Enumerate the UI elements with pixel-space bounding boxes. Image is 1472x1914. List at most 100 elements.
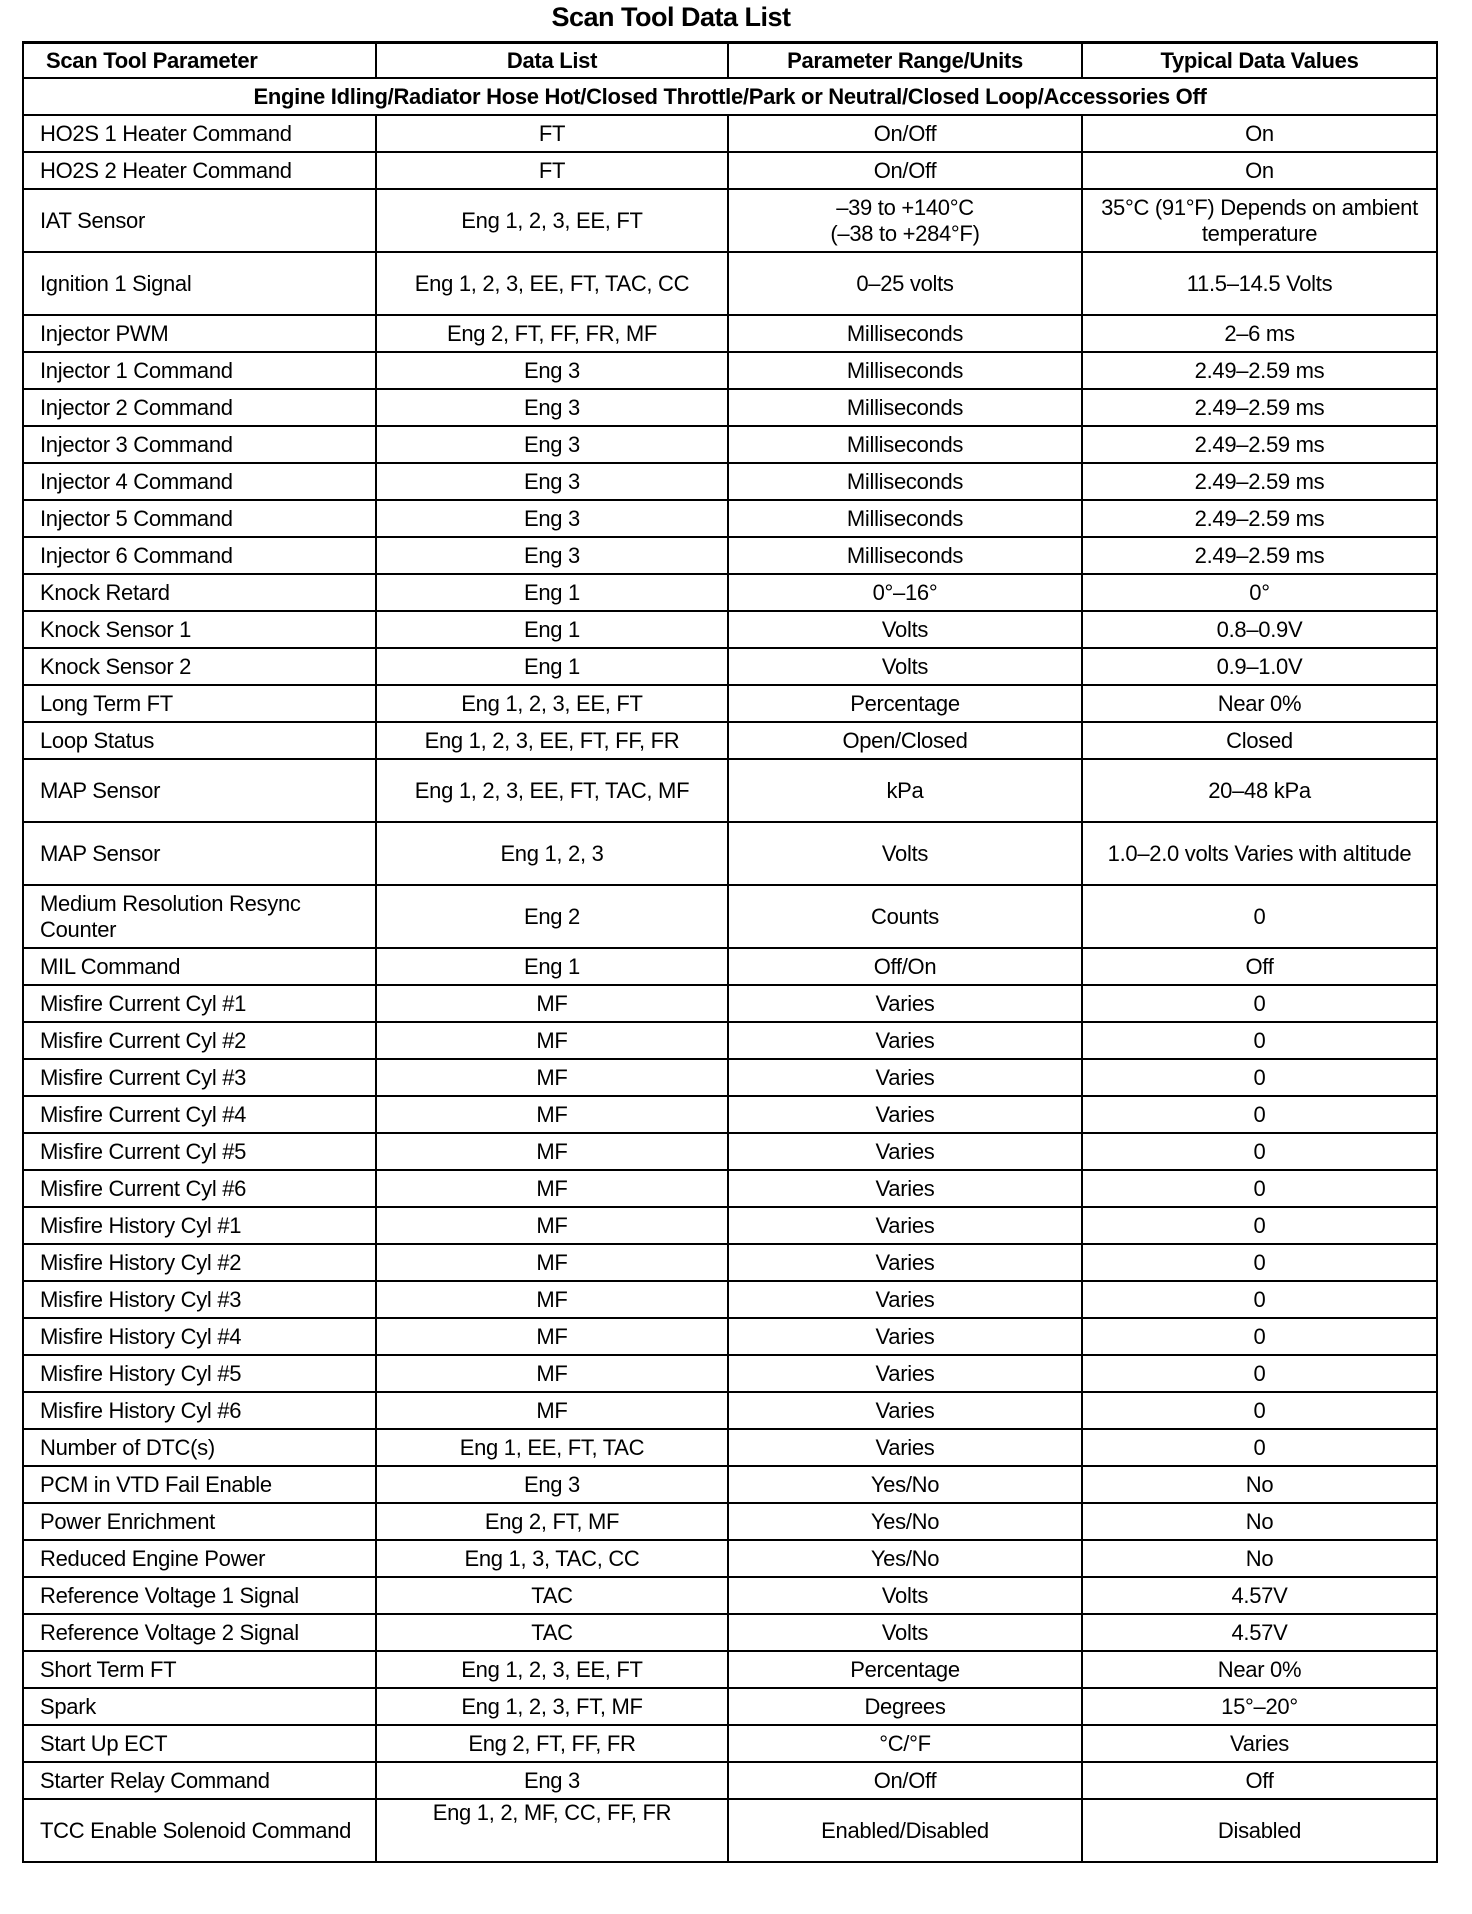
cell-parameter: MIL Command	[22, 947, 377, 986]
cell-range-units: Varies	[727, 1021, 1083, 1060]
cell-data-list: MF	[375, 1058, 729, 1097]
cell-data-list: Eng 1	[375, 647, 729, 686]
cell-data-list: Eng 2, FT, MF	[375, 1502, 729, 1541]
table-row: Injector 1 Command Eng 3 Milliseconds 2.49–…	[22, 351, 1438, 390]
cell-range-units: Percentage	[727, 1650, 1083, 1689]
cell-data-list: Eng 3	[375, 499, 729, 538]
cell-data-list: Eng 1, EE, FT, TAC	[375, 1428, 729, 1467]
cell-range-units: Volts	[727, 610, 1083, 649]
cell-data-list: Eng 3	[375, 425, 729, 464]
cell-parameter: Injector PWM	[22, 314, 377, 353]
cell-parameter: Misfire Current Cyl #3	[22, 1058, 377, 1097]
cell-typical-value: 0.9–1.0V	[1081, 647, 1438, 686]
cell-range-units: 0°–16°	[727, 573, 1083, 612]
section-row: Engine Idling/Radiator Hose Hot/Closed T…	[22, 77, 1438, 116]
cell-data-list: MF	[375, 1095, 729, 1134]
cell-typical-value: 0	[1081, 984, 1438, 1023]
cell-typical-value: 0	[1081, 884, 1438, 949]
table-row: Injector PWM Eng 2, FT, FF, FR, MF Millise…	[22, 314, 1438, 353]
cell-range-units: Volts	[727, 1613, 1083, 1652]
table-row: Misfire Current Cyl #4 MF Varies 0	[22, 1095, 1438, 1134]
cell-typical-value: 0	[1081, 1021, 1438, 1060]
cell-typical-value: Disabled	[1081, 1798, 1438, 1863]
table-row: Injector 3 Command Eng 3 Milliseconds 2.49–…	[22, 425, 1438, 464]
table-row: Reference Voltage 1 Signal TAC Volts 4.57V	[22, 1576, 1438, 1615]
table-row: MIL Command Eng 1 Off/On Off	[22, 947, 1438, 986]
header-data-list: Data List	[375, 41, 729, 79]
cell-parameter: Start Up ECT	[22, 1724, 377, 1763]
cell-data-list: MF	[375, 1169, 729, 1208]
cell-range-units: On/Off	[727, 151, 1083, 190]
header-parameter: Scan Tool Parameter	[22, 41, 377, 79]
cell-range-units: Varies	[727, 1095, 1083, 1134]
table-row: Misfire Current Cyl #3 MF Varies 0	[22, 1058, 1438, 1097]
header-range-units: Parameter Range/Units	[727, 41, 1083, 79]
cell-typical-value: 2.49–2.59 ms	[1081, 536, 1438, 575]
cell-parameter: Reference Voltage 1 Signal	[22, 1576, 377, 1615]
cell-typical-value: 0	[1081, 1243, 1438, 1282]
table-row: Misfire Current Cyl #1 MF Varies 0	[22, 984, 1438, 1023]
cell-data-list: FT	[375, 151, 729, 190]
cell-typical-value: Off	[1081, 1761, 1438, 1800]
cell-range-units: Varies	[727, 1132, 1083, 1171]
cell-data-list: Eng 1	[375, 947, 729, 986]
cell-parameter: TCC Enable Solenoid Command	[22, 1798, 377, 1863]
cell-parameter: Misfire Current Cyl #2	[22, 1021, 377, 1060]
cell-parameter: MAP Sensor	[22, 758, 377, 823]
cell-range-units: Varies	[727, 1428, 1083, 1467]
table-row: IAT Sensor Eng 1, 2, 3, EE, FT –39 to +140…	[22, 188, 1438, 253]
cell-data-list: Eng 3	[375, 351, 729, 390]
cell-data-list: Eng 3	[375, 536, 729, 575]
cell-typical-value: 4.57V	[1081, 1613, 1438, 1652]
cell-data-list: Eng 2, FT, FF, FR	[375, 1724, 729, 1763]
cell-parameter: Knock Sensor 2	[22, 647, 377, 686]
cell-typical-value: 0.8–0.9V	[1081, 610, 1438, 649]
cell-typical-value: 11.5–14.5 Volts	[1081, 251, 1438, 316]
cell-range-units: Milliseconds	[727, 499, 1083, 538]
cell-range-units: Enabled/Disabled	[727, 1798, 1083, 1863]
table-row: Knock Sensor 2 Eng 1 Volts 0.9–1.0V	[22, 647, 1438, 686]
cell-range-units: Degrees	[727, 1687, 1083, 1726]
cell-parameter: Reduced Engine Power	[22, 1539, 377, 1578]
cell-range-units: Varies	[727, 1169, 1083, 1208]
cell-range-units: kPa	[727, 758, 1083, 823]
cell-data-list: MF	[375, 1021, 729, 1060]
cell-typical-value: On	[1081, 151, 1438, 190]
cell-parameter: Knock Retard	[22, 573, 377, 612]
cell-range-units: On/Off	[727, 1761, 1083, 1800]
cell-range-units: Yes/No	[727, 1465, 1083, 1504]
cell-data-list: MF	[375, 1132, 729, 1171]
cell-typical-value: 0	[1081, 1280, 1438, 1319]
cell-range-units: Milliseconds	[727, 388, 1083, 427]
cell-data-list: MF	[375, 1243, 729, 1282]
document-title: Scan Tool Data List	[551, 2, 791, 32]
cell-parameter: Injector 6 Command	[22, 536, 377, 575]
cell-typical-value: 1.0–2.0 volts Varies with altitude	[1081, 821, 1438, 886]
cell-parameter: Misfire History Cyl #5	[22, 1354, 377, 1393]
cell-typical-value: Varies	[1081, 1724, 1438, 1763]
table-row: MAP Sensor Eng 1, 2, 3 Volts 1.0–2.0 volts …	[22, 821, 1438, 886]
cell-typical-value: No	[1081, 1539, 1438, 1578]
cell-typical-value: 0	[1081, 1169, 1438, 1208]
cell-range-units: Yes/No	[727, 1502, 1083, 1541]
cell-range-units: Off/On	[727, 947, 1083, 986]
table-row: Misfire History Cyl #5 MF Varies 0	[22, 1354, 1438, 1393]
table-row: Misfire Current Cyl #5 MF Varies 0	[22, 1132, 1438, 1171]
table-row: Misfire Current Cyl #2 MF Varies 0	[22, 1021, 1438, 1060]
cell-data-list: Eng 3	[375, 462, 729, 501]
cell-typical-value: 2.49–2.59 ms	[1081, 462, 1438, 501]
cell-typical-value: 0°	[1081, 573, 1438, 612]
cell-range-units: Milliseconds	[727, 425, 1083, 464]
table-row: Misfire History Cyl #1 MF Varies 0	[22, 1206, 1438, 1245]
cell-parameter: Long Term FT	[22, 684, 377, 723]
cell-data-list: Eng 2	[375, 884, 729, 949]
cell-typical-value: No	[1081, 1465, 1438, 1504]
cell-range-units: Open/Closed	[727, 721, 1083, 760]
table-row: Injector 5 Command Eng 3 Milliseconds 2.49–…	[22, 499, 1438, 538]
table-row: Short Term FT Eng 1, 2, 3, EE, FT Percenta…	[22, 1650, 1438, 1689]
table-row: PCM in VTD Fail Enable Eng 3 Yes/No No	[22, 1465, 1438, 1504]
cell-parameter: Misfire History Cyl #2	[22, 1243, 377, 1282]
cell-parameter: IAT Sensor	[22, 188, 377, 253]
cell-data-list: MF	[375, 1317, 729, 1356]
cell-parameter: Injector 3 Command	[22, 425, 377, 464]
